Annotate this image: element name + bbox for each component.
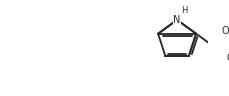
Text: N: N	[173, 15, 180, 25]
Text: H: H	[180, 6, 186, 15]
Text: O: O	[221, 26, 229, 36]
Text: S: S	[173, 15, 179, 25]
Text: O: O	[225, 53, 229, 63]
